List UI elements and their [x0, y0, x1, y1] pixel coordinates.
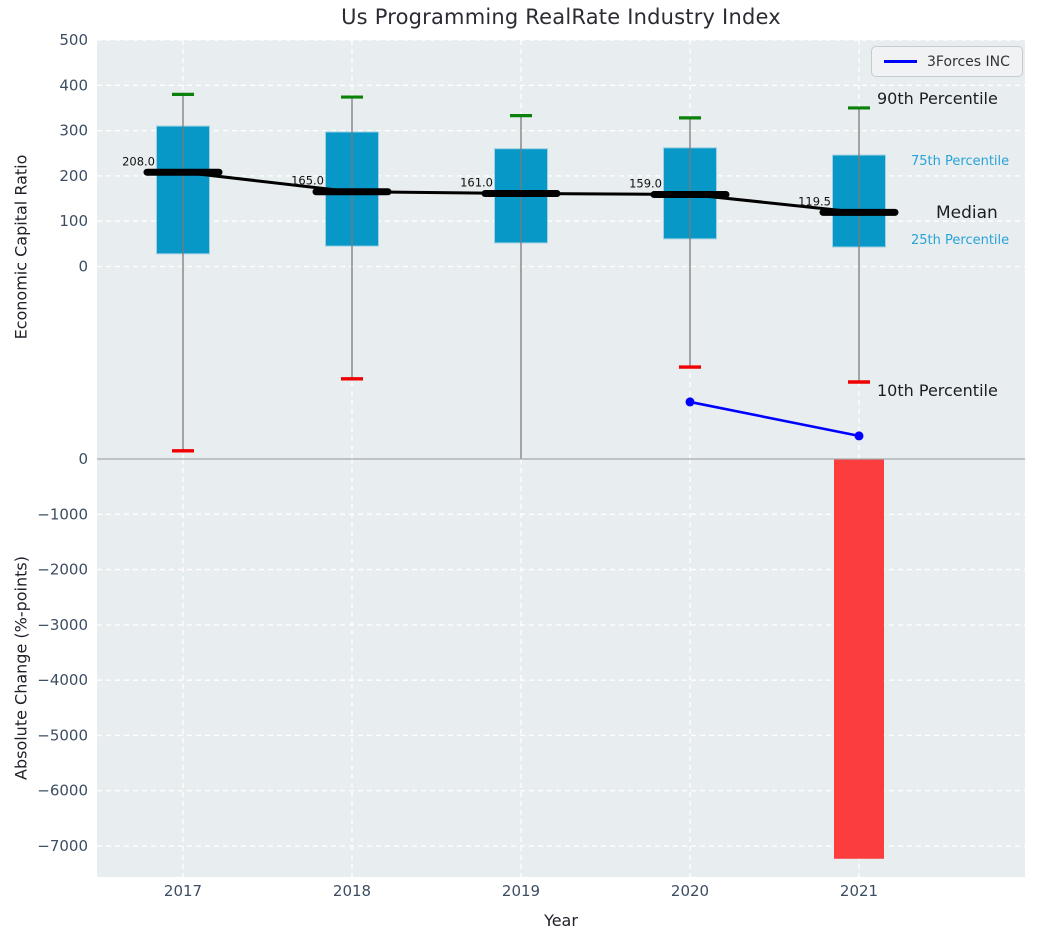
change-bar-2021 — [834, 459, 884, 859]
company-point — [685, 397, 695, 407]
chart-title: Us Programming RealRate Industry Index — [341, 5, 781, 29]
median-annotation-2021: 119.5 — [798, 194, 831, 208]
ytick-bottom--5000: −5000 — [37, 726, 88, 744]
median-annotation-2017: 208.0 — [122, 154, 155, 168]
company-point — [854, 431, 864, 441]
y-axis-label-top: Economic Capital Ratio — [11, 154, 31, 340]
top-panel-bg — [97, 40, 1025, 459]
ytick-top-500: 500 — [59, 31, 88, 49]
percentile-label-10th: 10th Percentile — [877, 381, 998, 400]
xtick-2021: 2021 — [840, 882, 878, 900]
legend-label: 3Forces INC — [927, 53, 1010, 70]
percentile-label-median: Median — [936, 203, 998, 223]
y-axis-label-bottom: Absolute Change (%-points) — [11, 556, 31, 780]
xtick-2020: 2020 — [671, 882, 709, 900]
ytick-bottom--7000: −7000 — [37, 837, 88, 855]
median-annotation-2019: 161.0 — [460, 176, 493, 190]
ytick-top-200: 200 — [59, 167, 88, 185]
legend-line-swatch — [884, 60, 917, 63]
median-annotation-2020: 159.0 — [629, 176, 662, 190]
ytick-top-0: 0 — [78, 257, 88, 275]
ytick-top-400: 400 — [59, 76, 88, 94]
percentile-label-25th: 25th Percentile — [911, 233, 1010, 248]
ytick-bottom--2000: −2000 — [37, 561, 88, 579]
ytick-bottom--3000: −3000 — [37, 616, 88, 634]
x-axis-label: Year — [544, 911, 578, 930]
ytick-bottom--1000: −1000 — [37, 505, 88, 523]
ytick-bottom--6000: −6000 — [37, 782, 88, 800]
bottom-panel-bg — [97, 459, 1025, 877]
median-annotation-2018: 165.0 — [291, 174, 324, 188]
xtick-2017: 2017 — [164, 882, 202, 900]
xtick-2018: 2018 — [333, 882, 371, 900]
ytick-top-100: 100 — [59, 212, 88, 230]
ytick-bottom--4000: −4000 — [37, 671, 88, 689]
percentile-label-90th: 90th Percentile — [877, 89, 998, 108]
company-line — [689, 400, 860, 438]
ytick-bottom-0: 0 — [78, 450, 88, 468]
legend: 3Forces INC — [871, 46, 1023, 77]
xtick-2019: 2019 — [502, 882, 540, 900]
ytick-top-300: 300 — [59, 122, 88, 140]
percentile-label-75th: 75th Percentile — [911, 154, 1010, 169]
